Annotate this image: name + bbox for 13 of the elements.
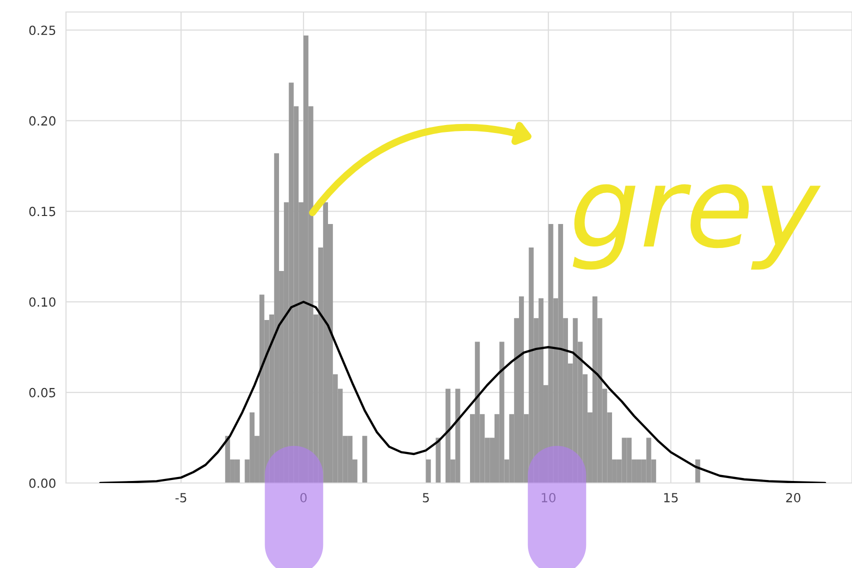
y-tick-label: 0.10	[29, 297, 56, 307]
x-tick-label: 10	[542, 492, 556, 502]
x-tick-label: 5	[422, 493, 429, 502]
y-tick-label: 0.20	[29, 116, 56, 126]
y-tick-label: 0.25	[29, 26, 56, 36]
x-tick-label: 20	[786, 492, 800, 502]
x-tick-label: 15	[664, 493, 678, 502]
y-tick-label: 0.00	[29, 478, 56, 488]
y-tick-label: 0.15	[29, 206, 56, 216]
x-tick-label: 0	[300, 492, 307, 502]
annotation: grey	[572, 184, 821, 270]
y-tick-label: 0.05	[29, 388, 56, 398]
x-tick-label: -5	[175, 493, 186, 502]
